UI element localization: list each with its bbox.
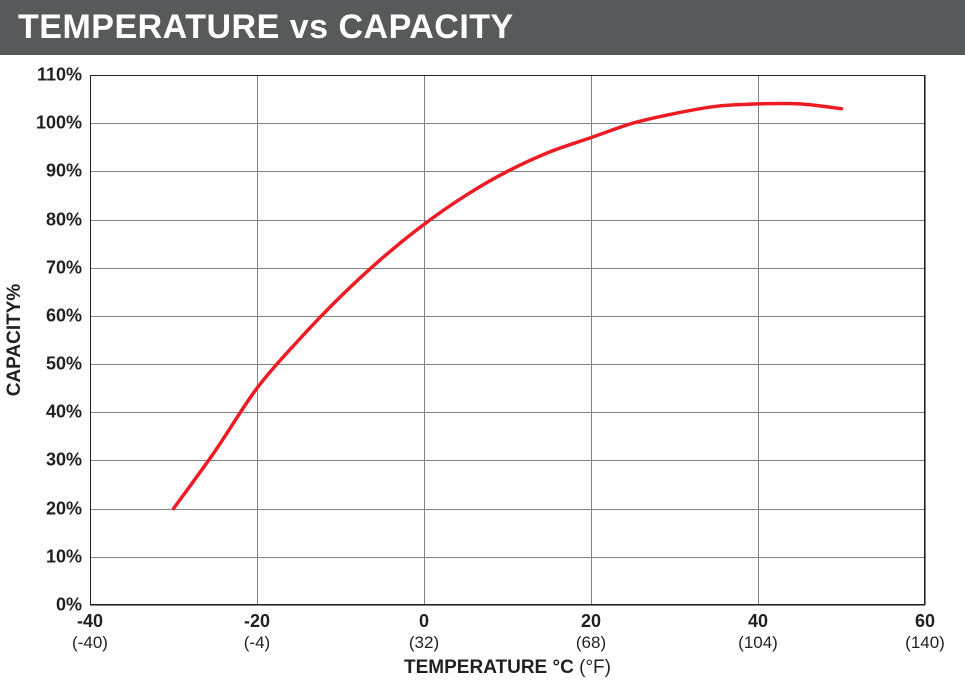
x-tick-label-c: -40 xyxy=(77,611,103,632)
gridline-h xyxy=(90,605,925,606)
y-axis-title: CAPACITY% xyxy=(4,284,26,397)
x-axis-title: TEMPERATURE °C (°F) xyxy=(404,657,611,679)
y-tick-label: 50% xyxy=(22,354,82,375)
y-tick-label: 110% xyxy=(22,65,82,86)
y-tick-label: 30% xyxy=(22,450,82,471)
x-tick-label-f: (-4) xyxy=(244,633,270,653)
x-tick-label-f: (140) xyxy=(905,633,945,653)
x-tick-label-f: (104) xyxy=(738,633,778,653)
y-tick-label: 80% xyxy=(22,209,82,230)
plot-region: 0%10%20%30%40%50%60%70%80%90%100%110%-40… xyxy=(90,75,925,605)
x-tick-label-f: (-40) xyxy=(72,633,108,653)
chart-area: 0% 10% 20% 30% 40% 50% 60% 70% 80% 90% 100% 110% -40… xyxy=(0,55,965,695)
data-curve xyxy=(90,75,925,605)
chart-title-bar: TEMPERATURE vs CAPACITY xyxy=(0,0,965,55)
x-tick-label-c: 40 xyxy=(748,611,768,632)
y-tick-label: 0% xyxy=(22,595,82,616)
y-tick-label: 20% xyxy=(22,498,82,519)
y-tick-label: 10% xyxy=(22,546,82,567)
gridline-v xyxy=(925,75,926,605)
x-tick-label-c: 60 xyxy=(915,611,935,632)
x-tick-label-f: (32) xyxy=(409,633,439,653)
y-tick-label: 90% xyxy=(22,161,82,182)
x-tick-label-c: 0 xyxy=(419,611,429,632)
y-tick-label: 70% xyxy=(22,257,82,278)
y-tick-label: 40% xyxy=(22,402,82,423)
y-tick-label: 60% xyxy=(22,305,82,326)
x-tick-label-c: -20 xyxy=(244,611,270,632)
x-tick-label-c: 20 xyxy=(581,611,601,632)
x-tick-label-f: (68) xyxy=(576,633,606,653)
chart-title: TEMPERATURE vs CAPACITY xyxy=(18,8,514,46)
capacity-line xyxy=(174,103,842,508)
y-tick-label: 100% xyxy=(22,113,82,134)
